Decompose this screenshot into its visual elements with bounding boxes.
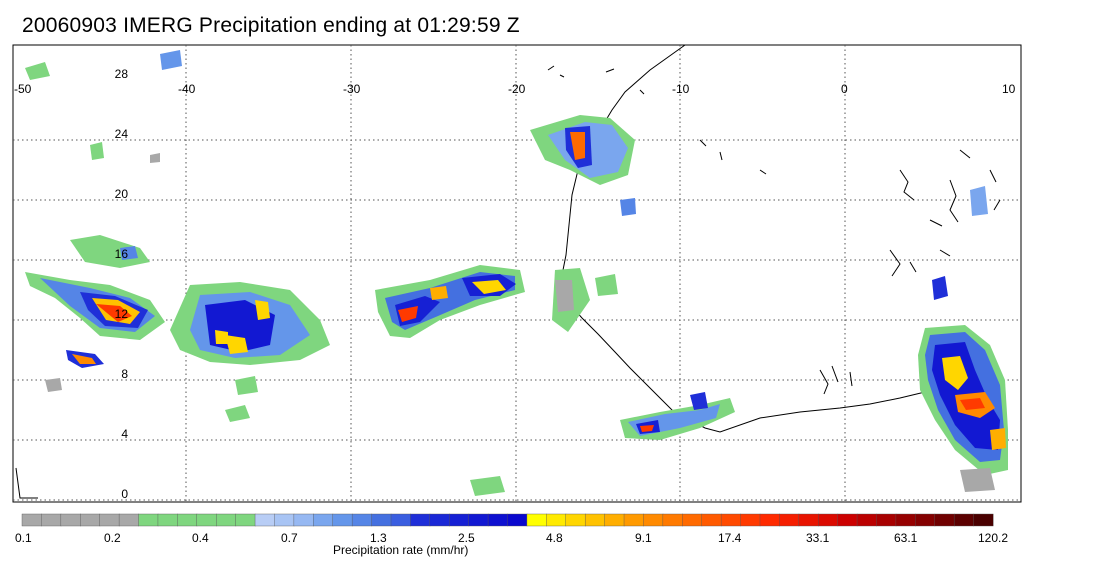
lon-label: -40 (178, 82, 196, 96)
colorbar-cell (468, 513, 489, 527)
legend-tick: 120.2 (978, 531, 1009, 545)
colorbar-cell (118, 513, 140, 527)
colorbar-cell (584, 513, 606, 527)
colorbar-cell (876, 513, 897, 527)
legend-tick: 1.3 (370, 531, 387, 545)
legend-tick: 0.4 (192, 531, 209, 545)
legend-tick: 63.1 (894, 531, 918, 545)
colorbar-cell (934, 513, 955, 527)
colorbar-cell (856, 513, 877, 527)
colorbar-cell (779, 513, 800, 527)
lat-label: 28 (114, 67, 128, 81)
colorbar-cell (60, 513, 81, 527)
colorbar-cell (895, 513, 916, 527)
lon-label: -10 (672, 82, 690, 96)
colorbar-cell (837, 513, 858, 527)
lon-label: -50 (14, 82, 32, 96)
lon-label: -30 (343, 82, 361, 96)
colorbar-cell (429, 513, 450, 527)
colorbar-cell (313, 513, 334, 527)
colorbar-cell (643, 513, 664, 527)
colorbar-cell (80, 513, 101, 527)
colorbar-cell (720, 513, 742, 527)
colorbar-cell (254, 513, 275, 527)
colorbar-cell (526, 513, 547, 527)
lat-label: 4 (121, 427, 128, 441)
colorbar-cell (196, 513, 217, 527)
colorbar-cell (351, 513, 373, 527)
lat-label: 8 (121, 367, 128, 381)
colorbar-cell (410, 513, 431, 527)
colorbar-cell (99, 513, 120, 527)
colorbar-cell (565, 513, 586, 527)
legend-tick: 17.4 (718, 531, 742, 545)
colorbar-cell (507, 513, 528, 527)
legend-tick: 0.1 (15, 531, 32, 545)
lat-label: 20 (114, 187, 128, 201)
colorbar-cell (138, 513, 159, 527)
lon-label: -20 (508, 82, 526, 96)
colorbar-cell (215, 513, 237, 527)
lat-label: 24 (114, 127, 128, 141)
colorbar-cell (604, 513, 625, 527)
colorbar-cell (157, 513, 178, 527)
colorbar-cell (953, 513, 975, 527)
colorbar-cell (546, 513, 567, 527)
colorbar-cell (701, 513, 722, 527)
legend-tick: 2.5 (458, 531, 475, 545)
colorbar-cell (740, 513, 761, 527)
lon-label: 0 (841, 82, 848, 96)
legend-tick: 0.2 (104, 531, 121, 545)
colorbar-cell (623, 513, 644, 527)
colorbar-cell (798, 513, 819, 527)
colorbar-cell (818, 513, 839, 527)
lat-label: 16 (114, 247, 128, 261)
colorbar-cell (759, 513, 780, 527)
colorbar-cell (21, 513, 42, 527)
legend-tick: 4.8 (546, 531, 563, 545)
colorbar-cell (332, 513, 353, 527)
colorbar-cell (293, 513, 314, 527)
legend-caption: Precipitation rate (mm/hr) (333, 543, 469, 557)
map-title: 20060903 IMERG Precipitation ending at 0… (22, 14, 520, 37)
graticule (13, 45, 1021, 502)
colorbar-cells (21, 513, 994, 527)
legend-tick: 9.1 (635, 531, 652, 545)
colorbar-cell (487, 513, 508, 527)
colorbar-cell (449, 513, 470, 527)
colorbar-cell (274, 513, 295, 527)
colorbar-cell (371, 513, 392, 527)
colorbar-cell (662, 513, 683, 527)
colorbar-cell (41, 513, 62, 527)
legend-tick: 33.1 (806, 531, 830, 545)
colorbar-cell (177, 513, 198, 527)
colorbar-cell (235, 513, 256, 527)
legend-tick: 0.7 (281, 531, 298, 545)
precipitation-field (25, 50, 1008, 496)
colorbar-cell (390, 513, 411, 527)
lon-label: 10 (1002, 82, 1016, 96)
colorbar-cell (973, 513, 994, 527)
lat-label: 12 (114, 307, 128, 321)
colorbar-cell (915, 513, 936, 527)
lat-label: 0 (121, 487, 128, 501)
colorbar-cell (682, 513, 703, 527)
